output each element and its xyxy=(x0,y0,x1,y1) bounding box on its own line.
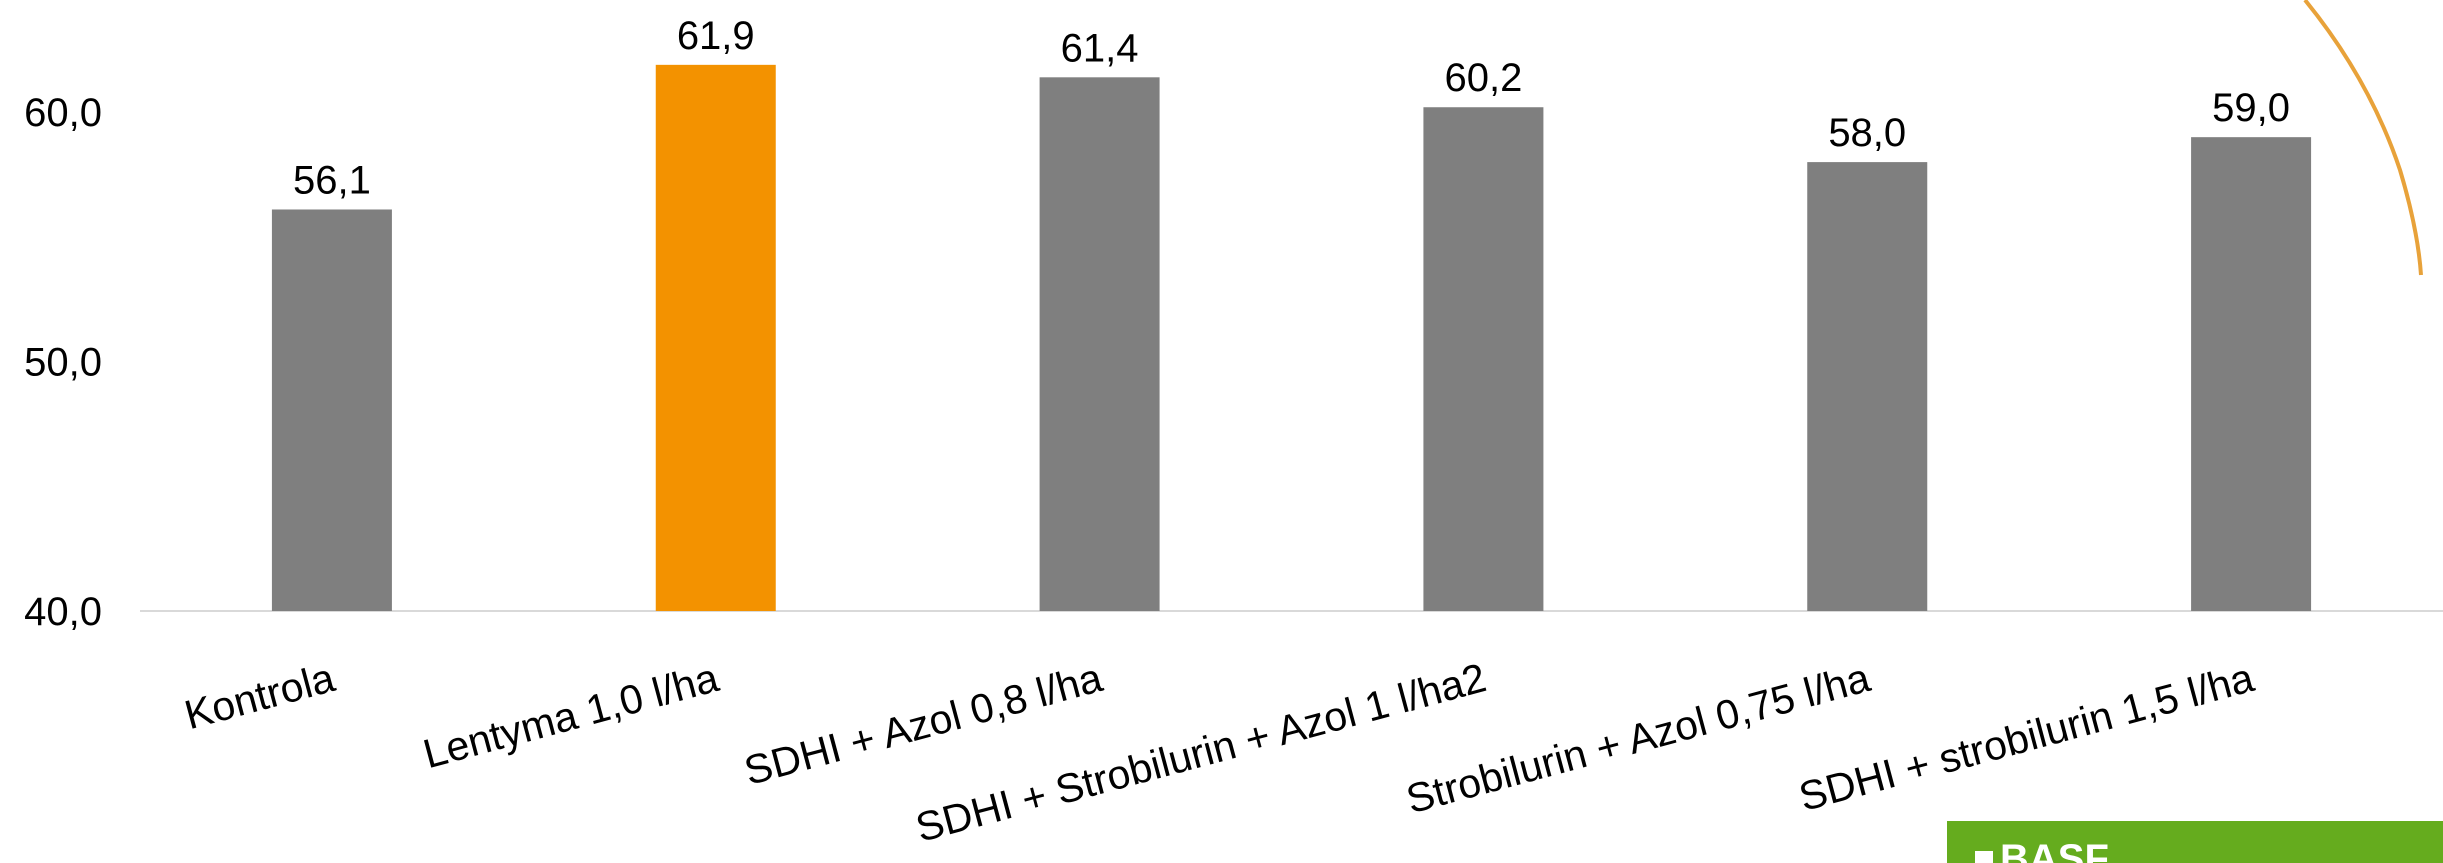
x-tick-label: Lentyma 1,0 l/ha xyxy=(418,654,723,777)
decoration-curve xyxy=(2303,0,2423,276)
bar xyxy=(1807,162,1928,611)
value-label: 58,0 xyxy=(1828,111,1906,155)
bar xyxy=(1423,107,1544,612)
y-tick-label: 60,0 xyxy=(24,91,102,135)
value-label: 61,9 xyxy=(677,14,755,58)
y-tick-label: 50,0 xyxy=(24,341,102,385)
x-tick-label: Kontrola xyxy=(180,654,340,738)
bar xyxy=(2191,137,2312,611)
bar xyxy=(271,209,392,611)
logo-icon xyxy=(1975,851,1993,863)
value-label: 61,4 xyxy=(1061,26,1139,70)
logo-box xyxy=(1947,821,2443,863)
y-tick-label: 40,0 xyxy=(24,590,102,634)
value-label: 59,0 xyxy=(2212,86,2290,130)
value-label: 56,1 xyxy=(293,158,371,202)
logo-text: BASF xyxy=(2000,837,2109,863)
bar xyxy=(1039,77,1160,612)
bar xyxy=(655,64,776,611)
value-label: 60,2 xyxy=(1444,56,1522,100)
